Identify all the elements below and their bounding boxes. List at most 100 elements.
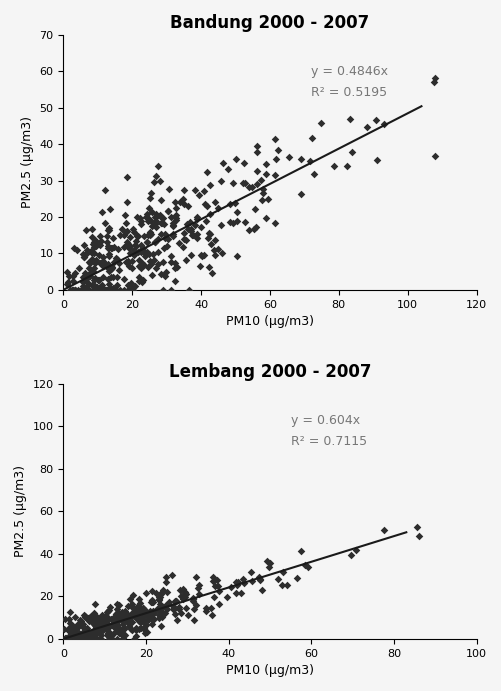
Point [83,284,91,295]
Point [293,572,301,583]
Point [71,634,79,645]
Point [61,624,69,635]
Point [137,622,145,633]
Point [187,229,195,240]
Point [240,578,248,589]
Title: Bandung 2000 - 2007: Bandung 2000 - 2007 [170,14,370,32]
Point [112,609,120,620]
Point [306,155,314,166]
Point [211,196,219,207]
Point [71,634,79,645]
Point [132,613,140,624]
Point [184,609,192,621]
Point [155,591,163,603]
Point [145,203,153,214]
Point [71,634,79,645]
Point [279,566,287,577]
Point [207,238,215,249]
Point [140,607,148,618]
Point [172,212,180,223]
Point [159,284,167,295]
Point [123,196,131,207]
Point [74,621,82,632]
Point [92,255,100,266]
Point [97,236,105,247]
Point [204,233,212,244]
Point [188,230,196,241]
Point [119,632,127,643]
Point [102,284,110,295]
Point [132,236,140,247]
Point [266,558,274,569]
Point [143,236,151,247]
Point [70,625,78,636]
Point [181,587,189,598]
Point [97,618,105,630]
Point [125,261,133,272]
Point [144,261,152,272]
Point [62,634,70,645]
Point [90,616,98,627]
Point [107,243,115,254]
Point [151,236,159,247]
Point [105,249,113,260]
Point [149,255,157,266]
Text: R² = 0.7115: R² = 0.7115 [291,435,367,448]
Point [82,629,90,640]
Point [93,240,101,251]
Point [149,248,157,259]
Point [119,609,127,621]
Point [119,612,127,623]
Point [96,284,104,295]
Point [69,276,77,287]
Point [189,594,197,605]
Point [104,243,112,254]
Point [297,153,305,164]
Point [134,230,142,241]
Point [106,284,114,295]
Point [113,619,121,630]
Point [317,118,325,129]
Point [105,223,113,234]
Point [124,239,132,250]
Point [122,607,130,618]
Point [169,229,177,240]
Point [188,595,196,606]
Point [101,621,109,632]
Point [69,271,77,282]
Point [81,612,89,623]
Point [380,524,388,536]
Point [84,284,92,295]
Point [187,225,195,236]
Point [171,209,179,220]
Point [95,625,103,636]
Point [76,262,84,273]
Point [142,588,150,599]
Point [61,614,69,625]
Point [137,218,145,229]
Point [125,615,133,626]
Point [330,160,338,171]
Point [271,133,279,144]
Point [83,634,91,645]
Point [175,601,183,612]
Point [78,634,86,645]
Point [137,262,145,273]
Point [143,247,151,258]
Point [115,599,123,610]
Point [167,211,175,222]
Point [99,272,107,283]
Point [144,615,152,626]
Point [103,611,111,622]
Y-axis label: PM2.5 (μg/m3): PM2.5 (μg/m3) [14,465,27,558]
Point [138,616,146,627]
Point [139,602,147,613]
Point [180,199,188,210]
Point [65,614,73,625]
Point [202,216,210,227]
Point [165,596,173,607]
Point [159,213,167,224]
Point [139,609,147,621]
Point [157,588,165,599]
Point [76,617,84,628]
